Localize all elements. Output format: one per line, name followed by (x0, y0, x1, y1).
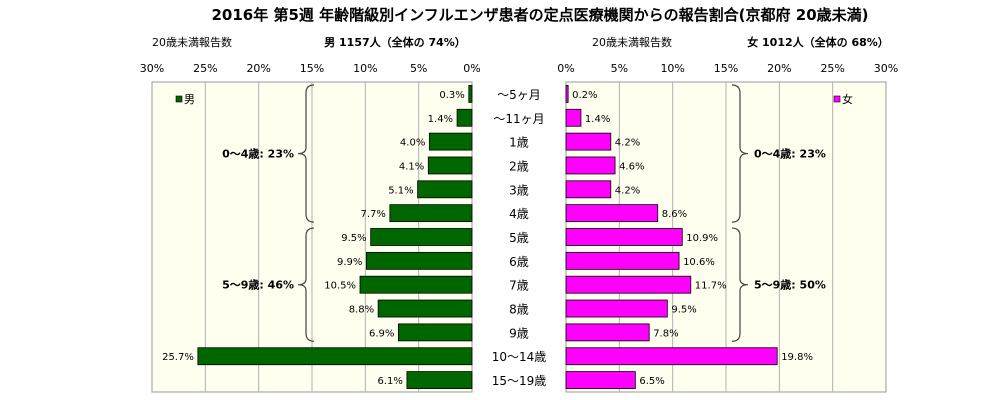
male-legend-label: 男 (184, 93, 195, 106)
male-bar (370, 228, 473, 246)
male-value-label: 6.9% (369, 328, 394, 339)
category-label: 6歳 (509, 255, 529, 269)
left-tick-label: 5% (410, 62, 427, 75)
male-value-label: 9.5% (341, 233, 366, 244)
left-group-bracket (297, 227, 315, 342)
category-label: 4歳 (509, 207, 529, 221)
male-bar (365, 251, 473, 270)
left-group-bracket (297, 84, 315, 223)
left-header: 20歳未満報告数 (152, 36, 232, 49)
category-label: 15～19歳 (492, 374, 547, 388)
female-value-label: 4.2% (615, 185, 640, 196)
female-bar (565, 156, 616, 175)
male-value-label: 10.5% (324, 281, 356, 292)
male-value-label: 1.4% (428, 114, 453, 125)
female-bar (565, 323, 650, 342)
right-tick-label: 20% (767, 62, 791, 75)
female-bar (565, 251, 680, 270)
female-bar (565, 108, 582, 127)
female-value-label: 7.8% (653, 328, 678, 339)
male-value-label: 0.3% (439, 90, 464, 101)
female-bar (565, 347, 778, 366)
female-legend-swatch (833, 95, 841, 103)
left-tick-label: 0% (463, 62, 480, 75)
category-label: ～11ヶ月 (493, 112, 544, 126)
right-tick-label: 10% (660, 62, 684, 75)
female-bar (565, 204, 659, 223)
left-group-label: 0～4歳: 23% (222, 147, 294, 161)
category-label: 7歳 (509, 279, 529, 293)
right-tick-label: 25% (820, 62, 844, 75)
male-value-label: 6.1% (378, 376, 403, 387)
male-bar (428, 132, 473, 151)
male-bar (417, 180, 473, 199)
right-group-label: 0～4歳: 23% (754, 147, 826, 161)
male-bar (377, 299, 473, 318)
left-tick-label: 30% (140, 62, 164, 75)
category-label: ～5ヶ月 (497, 88, 541, 102)
male-bar (468, 85, 473, 103)
left-tick-label: 10% (353, 62, 377, 75)
right-group-bracket (731, 84, 749, 223)
female-bar (565, 371, 636, 389)
chart-title: 2016年 第5週 年齢階級別インフルエンザ患者の定点医療機関からの報告割合(京… (212, 6, 869, 24)
right-header: 20歳未満報告数 (592, 36, 672, 49)
male-bar (197, 347, 473, 366)
male-bar (359, 275, 473, 294)
female-value-label: 0.2% (572, 90, 597, 101)
female-bar (565, 132, 612, 151)
left-group-label: 5～9歳: 46% (222, 278, 294, 292)
male-value-label: 4.0% (400, 138, 425, 149)
female-bar (565, 228, 683, 246)
male-bar (397, 323, 473, 342)
male-value-label: 7.7% (360, 209, 385, 220)
right-summary: 女 1012人（全体の 68%） (747, 35, 889, 49)
male-value-label: 9.9% (337, 257, 362, 268)
male-value-label: 8.8% (349, 305, 374, 316)
female-legend-label: 女 (842, 92, 853, 106)
left-tick-label: 25% (193, 62, 217, 75)
left-summary: 男 1157人（全体の 74%） (324, 35, 466, 49)
female-value-label: 9.5% (671, 305, 696, 316)
female-value-label: 8.6% (662, 209, 687, 220)
female-value-label: 1.4% (585, 114, 610, 125)
right-tick-label: 5% (611, 62, 628, 75)
female-value-label: 4.2% (615, 138, 640, 149)
category-label: 8歳 (509, 303, 529, 317)
left-tick-label: 15% (300, 62, 324, 75)
female-value-label: 6.5% (639, 376, 664, 387)
right-tick-label: 30% (874, 62, 898, 75)
female-value-label: 10.6% (683, 257, 715, 268)
female-bar (565, 85, 569, 103)
female-value-label: 11.7% (695, 281, 727, 292)
right-group-bracket (731, 227, 749, 342)
category-label: 2歳 (509, 159, 529, 173)
category-label: 3歳 (509, 183, 529, 197)
category-label: 5歳 (509, 231, 529, 245)
right-tick-label: 0% (557, 62, 574, 75)
right-group-label: 5～9歳: 50% (754, 278, 826, 292)
category-label: 9歳 (509, 326, 529, 340)
male-value-label: 4.1% (399, 161, 424, 172)
female-bar (565, 275, 692, 294)
left-tick-label: 20% (246, 62, 270, 75)
female-value-label: 4.6% (619, 161, 644, 172)
male-value-label: 25.7% (162, 352, 194, 363)
female-value-label: 19.8% (781, 352, 813, 363)
category-label: 10～14歳 (492, 350, 547, 364)
male-bar (389, 204, 473, 223)
female-bar (565, 180, 612, 199)
right-tick-label: 15% (714, 62, 738, 75)
female-bar (565, 299, 668, 318)
male-bar (427, 156, 473, 175)
category-label: 1歳 (509, 136, 529, 150)
male-value-label: 5.1% (388, 185, 413, 196)
male-bar (406, 371, 473, 389)
male-legend-swatch (175, 95, 183, 103)
male-bar (456, 108, 473, 127)
female-value-label: 10.9% (686, 233, 718, 244)
